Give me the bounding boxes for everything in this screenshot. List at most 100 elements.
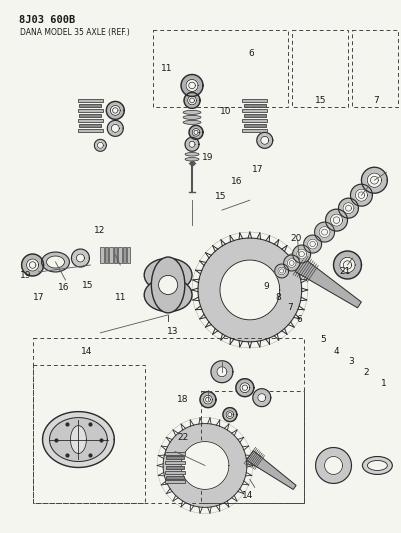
Polygon shape [236, 379, 254, 397]
Bar [166, 475, 184, 479]
Ellipse shape [151, 257, 185, 313]
Text: 12: 12 [94, 226, 105, 235]
Ellipse shape [185, 158, 199, 161]
Text: 1: 1 [381, 379, 387, 388]
Polygon shape [181, 75, 203, 96]
Bar [78, 99, 103, 102]
Polygon shape [220, 260, 280, 320]
Polygon shape [278, 267, 286, 275]
Bar [113, 247, 117, 263]
Text: 7: 7 [373, 96, 379, 105]
Polygon shape [304, 235, 322, 253]
Polygon shape [361, 167, 387, 193]
Polygon shape [184, 92, 200, 108]
Polygon shape [192, 128, 200, 136]
Text: 6: 6 [297, 315, 302, 324]
Polygon shape [315, 222, 334, 242]
Polygon shape [257, 132, 273, 148]
Bar [352, 30, 398, 107]
Polygon shape [253, 389, 271, 407]
Polygon shape [293, 245, 311, 263]
Bar [78, 128, 103, 132]
Text: 13: 13 [167, 327, 178, 336]
Ellipse shape [42, 252, 69, 272]
Text: 7: 7 [287, 303, 293, 312]
Text: 20: 20 [291, 235, 302, 244]
Text: 14: 14 [81, 347, 92, 356]
Bar [100, 247, 103, 263]
Polygon shape [316, 448, 351, 483]
Bar [109, 247, 113, 263]
Polygon shape [297, 249, 307, 259]
Ellipse shape [183, 120, 201, 124]
Text: 5: 5 [321, 335, 326, 344]
Polygon shape [275, 264, 289, 278]
Bar [165, 461, 185, 464]
Polygon shape [188, 96, 196, 105]
Ellipse shape [185, 152, 199, 156]
Text: 3: 3 [349, 357, 354, 366]
Text: 9: 9 [263, 282, 269, 291]
Text: 22: 22 [177, 433, 188, 442]
Bar [242, 128, 267, 132]
Polygon shape [226, 411, 234, 418]
Text: 8J03 600B: 8J03 600B [18, 15, 75, 25]
Text: 19: 19 [202, 153, 213, 162]
Text: 14: 14 [242, 490, 253, 499]
Text: 21: 21 [340, 268, 351, 276]
Bar [166, 456, 184, 459]
Polygon shape [246, 450, 296, 489]
Polygon shape [111, 124, 119, 132]
Polygon shape [181, 441, 229, 489]
Ellipse shape [144, 278, 192, 312]
Text: 15: 15 [82, 281, 93, 290]
Bar [127, 247, 130, 263]
Text: 19: 19 [20, 271, 31, 279]
Polygon shape [326, 209, 348, 231]
Bar [32, 338, 304, 503]
Ellipse shape [363, 456, 392, 474]
Bar [79, 114, 101, 117]
Text: 16: 16 [231, 177, 242, 186]
Bar [166, 466, 184, 469]
Polygon shape [204, 395, 213, 404]
Polygon shape [240, 383, 250, 393]
Polygon shape [217, 367, 227, 377]
Polygon shape [71, 249, 89, 267]
Polygon shape [324, 456, 342, 474]
Bar [165, 471, 185, 474]
Polygon shape [43, 411, 114, 467]
Bar [78, 119, 103, 122]
Polygon shape [261, 136, 269, 144]
Polygon shape [189, 125, 203, 139]
Text: 6: 6 [249, 50, 255, 58]
Bar [244, 124, 266, 127]
Polygon shape [26, 259, 38, 271]
Polygon shape [106, 101, 124, 119]
Polygon shape [185, 138, 199, 151]
Text: 10: 10 [219, 107, 231, 116]
Text: 4: 4 [334, 347, 339, 356]
Ellipse shape [367, 461, 387, 471]
Polygon shape [97, 142, 103, 148]
Bar [79, 104, 101, 107]
Text: 2: 2 [364, 368, 369, 377]
Polygon shape [319, 227, 330, 238]
Bar [32, 365, 144, 503]
Polygon shape [334, 251, 361, 279]
Text: 18: 18 [177, 395, 188, 404]
Polygon shape [163, 424, 247, 507]
Circle shape [158, 276, 178, 295]
Text: 17: 17 [33, 293, 45, 302]
Polygon shape [367, 173, 381, 188]
Bar [118, 247, 122, 263]
Polygon shape [343, 203, 354, 214]
Bar [105, 247, 108, 263]
Polygon shape [223, 408, 237, 422]
Polygon shape [94, 139, 106, 151]
Polygon shape [77, 254, 84, 262]
Bar [242, 119, 267, 122]
Bar [79, 124, 101, 127]
Polygon shape [340, 257, 355, 273]
Ellipse shape [144, 258, 192, 292]
